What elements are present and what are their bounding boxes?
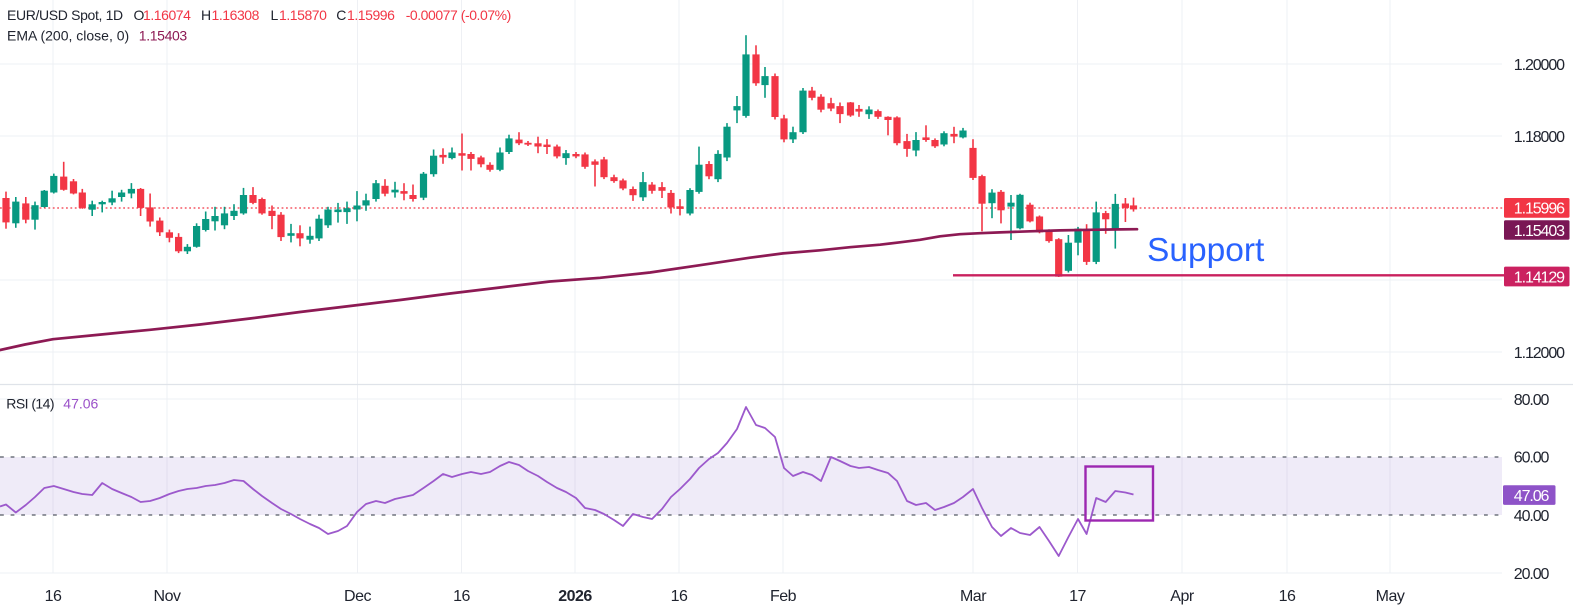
svg-text:1.16308: 1.16308 [212,7,260,23]
svg-text:Mar: Mar [960,588,987,605]
svg-text:1.15403: 1.15403 [1514,223,1565,240]
svg-text:1.15996: 1.15996 [347,7,395,23]
svg-text:60.00: 60.00 [1514,449,1550,466]
svg-text:1.16074: 1.16074 [143,7,191,23]
svg-text:1.15996: 1.15996 [1514,201,1565,218]
svg-text:47.06: 47.06 [63,396,98,412]
svg-text:Apr: Apr [1170,588,1195,605]
svg-text:H: H [201,7,211,23]
svg-text:Nov: Nov [154,588,181,605]
svg-text:17: 17 [1069,588,1086,605]
svg-text:1.14129: 1.14129 [1514,269,1565,286]
svg-text:EUR/USD Spot, 1D: EUR/USD Spot, 1D [7,7,123,23]
svg-text:16: 16 [671,588,688,605]
svg-text:L: L [271,7,279,23]
svg-text:-0.00077 (-0.07%): -0.00077 (-0.07%) [406,7,511,23]
svg-text:O: O [134,7,145,23]
svg-text:Dec: Dec [344,588,371,605]
svg-text:Feb: Feb [770,588,797,605]
svg-text:16: 16 [45,588,62,605]
svg-text:RSI (14): RSI (14) [6,396,54,412]
svg-text:40.00: 40.00 [1514,508,1550,525]
svg-text:20.00: 20.00 [1514,566,1550,583]
svg-text:16: 16 [1279,588,1296,605]
svg-text:1.20000: 1.20000 [1514,57,1565,74]
svg-text:1.18000: 1.18000 [1514,129,1565,146]
svg-text:2026: 2026 [558,588,592,605]
svg-text:1.12000: 1.12000 [1514,345,1565,362]
svg-text:1.15870: 1.15870 [279,7,327,23]
svg-text:Support: Support [1147,232,1265,269]
svg-text:47.06: 47.06 [1514,488,1550,505]
svg-text:16: 16 [453,588,470,605]
svg-text:1.15403: 1.15403 [139,27,188,43]
svg-text:80.00: 80.00 [1514,392,1550,409]
svg-text:May: May [1376,588,1405,605]
svg-text:EMA (200, close, 0): EMA (200, close, 0) [7,27,129,43]
svg-text:C: C [336,7,346,23]
